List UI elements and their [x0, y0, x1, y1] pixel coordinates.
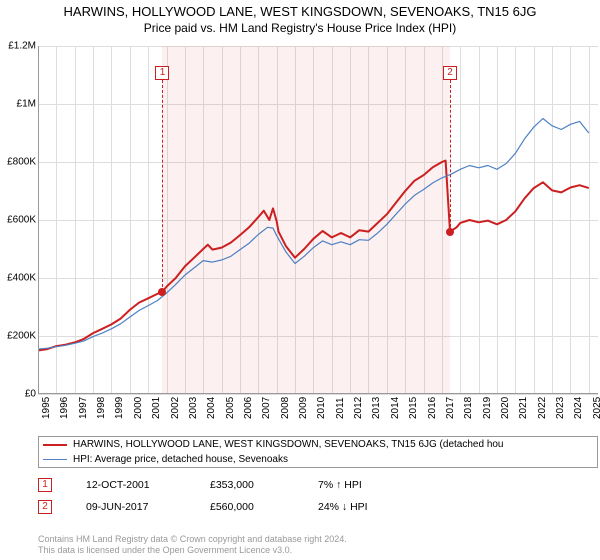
x-tick-label: 2016 [427, 397, 438, 419]
transaction-price: £353,000 [210, 479, 284, 491]
y-tick-label: £600K [0, 215, 36, 226]
transaction-delta: 24% ↓ HPI [318, 501, 368, 513]
x-tick-label: 1995 [41, 397, 52, 419]
x-tick-label: 2018 [463, 397, 474, 419]
x-tick-label: 2022 [537, 397, 548, 419]
legend-label: HARWINS, HOLLYWOOD LANE, WEST KINGSDOWN,… [73, 439, 504, 450]
chart-lines-svg [38, 46, 598, 394]
chart-legend: HARWINS, HOLLYWOOD LANE, WEST KINGSDOWN,… [38, 436, 598, 468]
x-tick-label: 2020 [500, 397, 511, 419]
legend-row: HARWINS, HOLLYWOOD LANE, WEST KINGSDOWN,… [39, 437, 597, 452]
x-tick-label: 2009 [298, 397, 309, 419]
marker-dot-1 [158, 288, 166, 296]
legend-swatch [43, 459, 67, 460]
x-tick-label: 2008 [280, 397, 291, 419]
x-tick-label: 2002 [170, 397, 181, 419]
x-tick-label: 2004 [206, 397, 217, 419]
x-tick-label: 1999 [114, 397, 125, 419]
footnote-line2: This data is licensed under the Open Gov… [38, 545, 347, 556]
x-tick-label: 2000 [133, 397, 144, 419]
x-tick-label: 2019 [482, 397, 493, 419]
x-tick-label: 1997 [78, 397, 89, 419]
y-tick-label: £0 [0, 389, 36, 400]
x-tick-label: 2003 [188, 397, 199, 419]
y-tick-label: £200K [0, 331, 36, 342]
legend-label: HPI: Average price, detached house, Seve… [73, 454, 288, 465]
y-tick-label: £1.2M [0, 41, 36, 52]
chart-subtitle: Price paid vs. HM Land Registry's House … [0, 21, 600, 35]
marker-box-2: 2 [443, 66, 457, 80]
marker-drop-line-1 [162, 80, 163, 292]
transaction-delta: 7% ↑ HPI [318, 479, 362, 491]
transaction-marker: 1 [38, 478, 52, 492]
transaction-marker: 2 [38, 500, 52, 514]
x-tick-label: 2007 [261, 397, 272, 419]
chart-title-block: HARWINS, HOLLYWOOD LANE, WEST KINGSDOWN,… [0, 0, 600, 35]
x-tick-label: 2006 [243, 397, 254, 419]
chart-title: HARWINS, HOLLYWOOD LANE, WEST KINGSDOWN,… [0, 4, 600, 19]
x-axis-line [38, 393, 598, 394]
y-axis-line [38, 46, 39, 394]
series-line-hpi [38, 119, 589, 350]
x-tick-label: 2023 [555, 397, 566, 419]
x-tick-label: 2011 [335, 397, 346, 419]
series-line-property [38, 161, 589, 351]
x-tick-label: 1996 [59, 397, 70, 419]
y-tick-label: £800K [0, 157, 36, 168]
y-tick-label: £400K [0, 273, 36, 284]
chart-plot-area: £0£200K£400K£600K£800K£1M£1.2M1995199619… [38, 46, 598, 394]
x-tick-label: 2005 [225, 397, 236, 419]
transaction-table: 1 12-OCT-2001 £353,000 7% ↑ HPI 2 09-JUN-2017… [38, 474, 598, 518]
y-tick-label: £1M [0, 99, 36, 110]
legend-row: HPI: Average price, detached house, Seve… [39, 452, 597, 467]
gridline-h [38, 394, 598, 395]
footnote-line1: Contains HM Land Registry data © Crown c… [38, 534, 347, 545]
x-tick-label: 2017 [445, 397, 456, 419]
x-tick-label: 2012 [353, 397, 364, 419]
x-tick-label: 2010 [316, 397, 327, 419]
x-tick-label: 2024 [573, 397, 584, 419]
marker-drop-line-2 [450, 80, 451, 232]
x-tick-label: 2013 [371, 397, 382, 419]
transaction-date: 12-OCT-2001 [86, 479, 176, 491]
marker-dot-2 [446, 228, 454, 236]
x-tick-label: 2015 [408, 397, 419, 419]
footnote: Contains HM Land Registry data © Crown c… [38, 534, 347, 557]
x-tick-label: 2014 [390, 397, 401, 419]
x-tick-label: 1998 [96, 397, 107, 419]
legend-swatch [43, 444, 67, 446]
marker-box-1: 1 [155, 66, 169, 80]
x-tick-label: 2021 [518, 397, 529, 419]
transaction-row: 2 09-JUN-2017 £560,000 24% ↓ HPI [38, 496, 598, 518]
x-tick-label: 2001 [151, 397, 162, 419]
transaction-price: £560,000 [210, 501, 284, 513]
transaction-date: 09-JUN-2017 [86, 501, 176, 513]
transaction-row: 1 12-OCT-2001 £353,000 7% ↑ HPI [38, 474, 598, 496]
x-tick-label: 2025 [592, 397, 600, 419]
